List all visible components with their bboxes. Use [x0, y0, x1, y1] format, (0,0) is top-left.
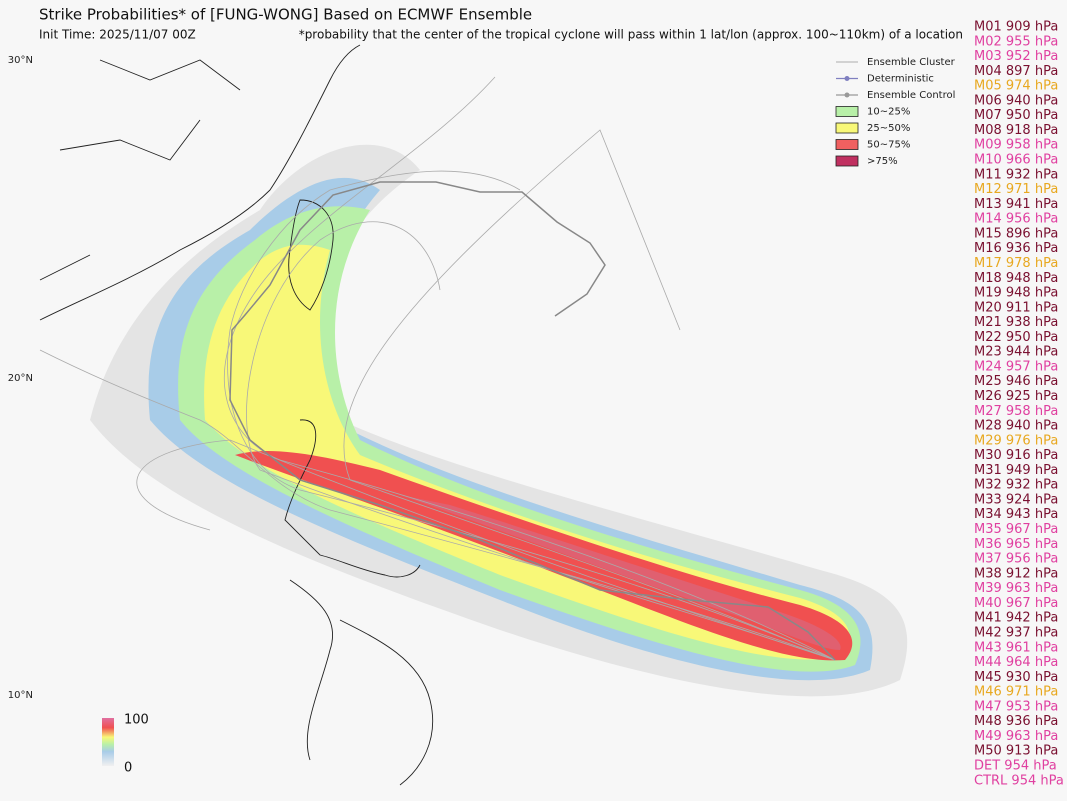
member-pressure: M36 965 hPa — [974, 537, 1058, 552]
member-pressure: CTRL 954 hPa — [974, 773, 1064, 788]
init-time: Init Time: 2025/11/07 00Z — [39, 28, 196, 42]
legend-label: Ensemble Cluster — [867, 57, 956, 68]
member-pressure: M24 957 hPa — [974, 359, 1058, 374]
member-pressure: M12 971 hPa — [974, 182, 1058, 197]
coastlines — [39, 44, 434, 786]
legend-swatch — [835, 122, 859, 134]
legend-dot — [844, 76, 850, 81]
colorbar-min: 0 — [124, 761, 132, 776]
latitude-label: 10°N — [8, 690, 33, 701]
member-pressure: M13 941 hPa — [974, 197, 1058, 212]
legend-label: Ensemble Control — [867, 90, 955, 101]
member-pressure: M25 946 hPa — [974, 374, 1058, 389]
member-pressure: M34 943 hPa — [974, 507, 1058, 522]
member-pressure: M15 896 hPa — [974, 226, 1058, 241]
member-pressure: M05 974 hPa — [974, 79, 1058, 94]
title: Strike Probabilities* of [FUNG-WONG] Bas… — [39, 6, 532, 24]
member-pressure: M29 976 hPa — [974, 433, 1058, 448]
legend-swatch — [835, 155, 859, 167]
member-pressure: M39 963 hPa — [974, 581, 1058, 596]
member-pressure: M47 953 hPa — [974, 699, 1058, 714]
ensemble-tracks — [39, 76, 836, 661]
member-pressure: M01 909 hPa — [974, 20, 1058, 35]
member-pressure: M49 963 hPa — [974, 729, 1058, 744]
member-pressure: M22 950 hPa — [974, 330, 1058, 345]
legend-label: 10~25% — [867, 107, 910, 118]
member-pressure: M43 961 hPa — [974, 640, 1058, 655]
latitude-label: 20°N — [8, 373, 33, 384]
member-pressure: M48 936 hPa — [974, 714, 1058, 729]
member-pressure: M07 950 hPa — [974, 108, 1058, 123]
member-pressure: M38 912 hPa — [974, 566, 1058, 581]
member-pressure: M19 948 hPa — [974, 286, 1058, 301]
member-pressure: M23 944 hPa — [974, 345, 1058, 360]
member-pressure: M02 955 hPa — [974, 34, 1058, 49]
member-pressure: M08 918 hPa — [974, 123, 1058, 138]
member-pressure: M16 936 hPa — [974, 241, 1058, 256]
member-pressure: M11 932 hPa — [974, 167, 1058, 182]
member-pressure: M04 897 hPa — [974, 64, 1058, 79]
member-pressure: M41 942 hPa — [974, 611, 1058, 626]
footnote: *probability that the center of the trop… — [299, 28, 963, 42]
member-pressure: M40 967 hPa — [974, 596, 1058, 611]
legend-label: >75% — [867, 156, 898, 167]
legend-label: 25~50% — [867, 123, 910, 134]
member-pressure: M35 967 hPa — [974, 522, 1058, 537]
member-pressure: M37 956 hPa — [974, 552, 1058, 567]
member-pressure: M44 964 hPa — [974, 655, 1058, 670]
member-pressure: M27 958 hPa — [974, 404, 1058, 419]
member-pressure: M17 978 hPa — [974, 256, 1058, 271]
member-pressure: M06 940 hPa — [974, 93, 1058, 108]
member-pressure: M31 949 hPa — [974, 463, 1058, 478]
legend-swatch — [835, 106, 859, 117]
latitude-label: 30°N — [8, 55, 33, 66]
colorbar — [102, 718, 114, 766]
member-pressure: M20 911 hPa — [974, 300, 1058, 315]
member-pressure: M30 916 hPa — [974, 448, 1058, 463]
member-pressure: M42 937 hPa — [974, 625, 1058, 640]
member-pressure: M45 930 hPa — [974, 670, 1058, 685]
member-pressure: M32 932 hPa — [974, 478, 1058, 493]
member-pressure: M03 952 hPa — [974, 49, 1058, 64]
member-pressure: M09 958 hPa — [974, 138, 1058, 153]
deterministic-track — [229, 181, 836, 661]
member-pressure: M46 971 hPa — [974, 685, 1058, 700]
member-pressure: M26 925 hPa — [974, 389, 1058, 404]
colorbar-max: 100 — [124, 713, 149, 728]
member-pressure: M18 948 hPa — [974, 271, 1058, 286]
legend-label: 50~75% — [867, 140, 910, 151]
legend-swatch — [835, 139, 859, 150]
legend-dot — [844, 92, 850, 98]
member-pressure: M33 924 hPa — [974, 492, 1058, 507]
member-pressure: M28 940 hPa — [974, 419, 1058, 434]
member-pressure: M21 938 hPa — [974, 315, 1058, 330]
legend-label: Deterministic — [867, 74, 934, 85]
member-pressure: M14 956 hPa — [974, 212, 1058, 227]
member-pressure: M50 913 hPa — [974, 744, 1058, 759]
member-pressure: M10 966 hPa — [974, 153, 1058, 168]
member-pressure: DET 954 hPa — [974, 759, 1057, 774]
